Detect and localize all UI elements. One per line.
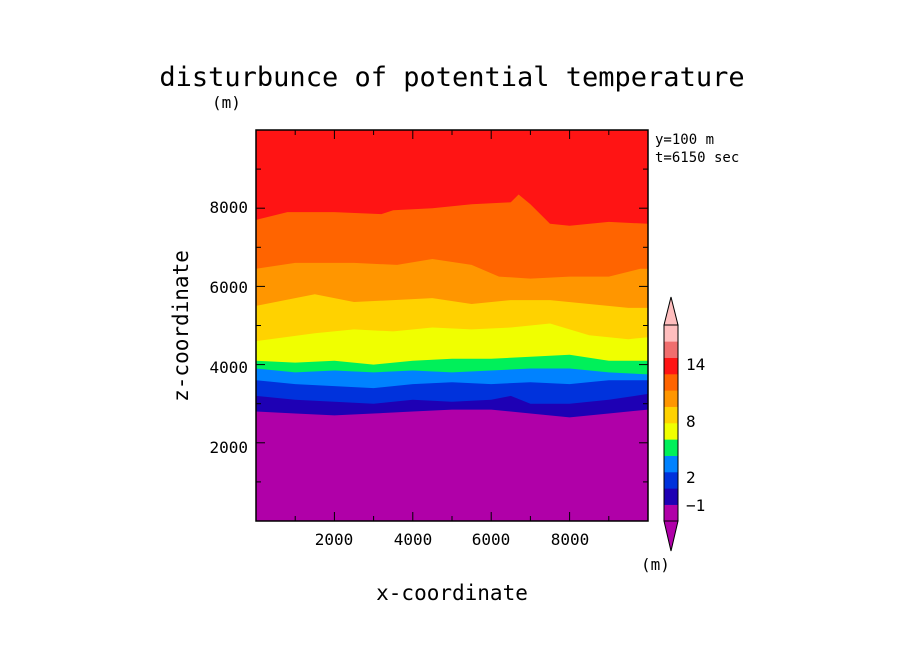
- colorbar-min-arrow: [663, 520, 679, 552]
- colorbar-max-arrow: [663, 296, 679, 326]
- y-tick-label: 6000: [209, 278, 248, 297]
- colorbar-units-label: (m): [641, 555, 670, 574]
- colorbar-swatch: [664, 406, 678, 424]
- colorbar-frame: [663, 324, 679, 522]
- axis-ticks: [256, 130, 648, 521]
- x-tick-label: 6000: [472, 530, 511, 549]
- colorbar-swatch: [664, 357, 678, 375]
- info-line-position: y=100 m: [655, 132, 714, 148]
- colorbar-swatch: [664, 472, 678, 489]
- colorbar-swatch: [664, 455, 678, 473]
- info-line-time: t=6150 sec: [655, 150, 739, 166]
- y-tick-label: 8000: [209, 198, 248, 217]
- colorbar: [663, 296, 679, 552]
- y-tick-label: 2000: [209, 438, 248, 457]
- x-tick-label: 4000: [394, 530, 433, 549]
- contour-band: [256, 409, 648, 521]
- colorbar-label: 14: [686, 355, 705, 374]
- colorbar-swatch: [664, 504, 678, 522]
- x-axis-label: x-coordinate: [376, 581, 528, 605]
- plot-area: [255, 129, 649, 522]
- colorbar-label: 2: [686, 468, 696, 487]
- colorbar-swatch: [664, 325, 678, 342]
- y-tick-label: 4000: [209, 358, 248, 377]
- chart-title: disturbunce of potential temperature: [159, 62, 744, 93]
- x-tick-label: 2000: [315, 530, 354, 549]
- colorbar-swatch: [664, 488, 678, 505]
- x-tick-label: 8000: [551, 530, 590, 549]
- colorbar-swatch: [664, 439, 678, 456]
- colorbar-label: 8: [686, 412, 696, 431]
- colorbar-swatch: [664, 390, 678, 407]
- contour-bands: [256, 130, 648, 521]
- y-axis-label: z-coordinate: [169, 250, 193, 402]
- colorbar-label: −1: [686, 496, 705, 515]
- top-units-label: (m): [212, 93, 241, 112]
- colorbar-swatch: [664, 341, 678, 358]
- plot-frame: [255, 129, 649, 522]
- colorbar-swatch: [664, 374, 678, 391]
- colorbar-swatch: [664, 423, 678, 440]
